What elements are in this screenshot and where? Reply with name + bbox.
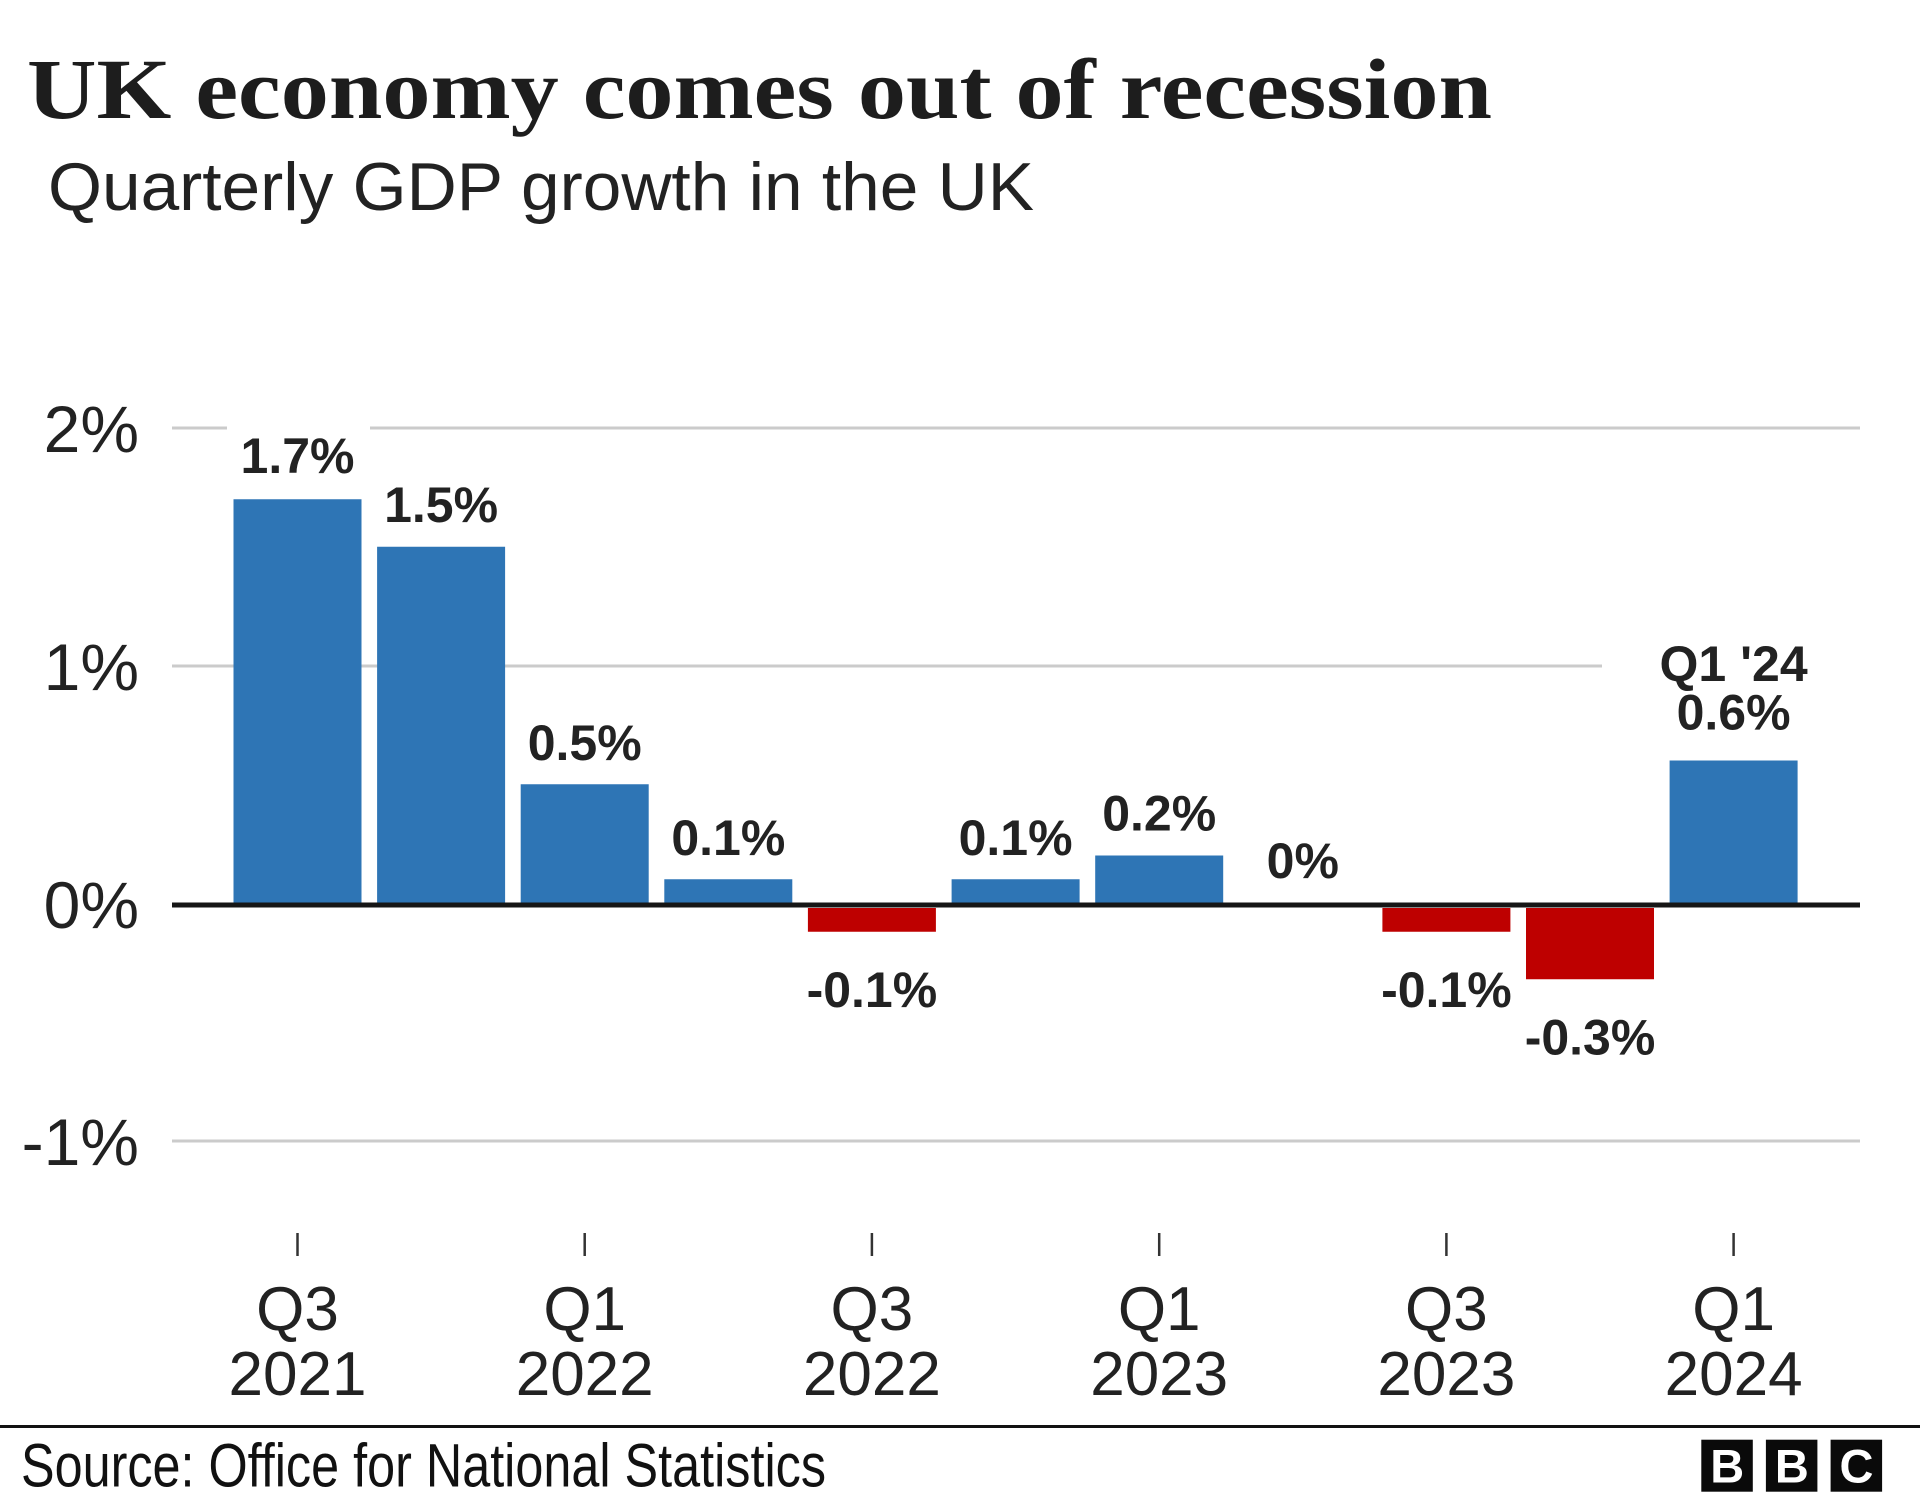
svg-text:B: B xyxy=(1710,1440,1744,1493)
svg-text:B: B xyxy=(1775,1440,1809,1493)
svg-text:0.6%: 0.6% xyxy=(1677,685,1791,741)
svg-text:Q3: Q3 xyxy=(1405,1275,1488,1344)
svg-text:UK economy comes out of recess: UK economy comes out of recession xyxy=(27,41,1492,137)
svg-text:0.1%: 0.1% xyxy=(959,810,1073,866)
svg-text:0.2%: 0.2% xyxy=(1102,786,1216,842)
svg-text:-0.3%: -0.3% xyxy=(1525,1010,1656,1066)
svg-text:Q1: Q1 xyxy=(1692,1275,1775,1344)
svg-text:-0.1%: -0.1% xyxy=(807,962,938,1018)
svg-text:1%: 1% xyxy=(44,630,139,704)
svg-text:Q1: Q1 xyxy=(543,1275,626,1344)
svg-text:Q3: Q3 xyxy=(831,1275,914,1344)
svg-text:2021: 2021 xyxy=(229,1340,367,1409)
svg-text:Quarterly GDP growth in the UK: Quarterly GDP growth in the UK xyxy=(48,149,1034,225)
svg-text:2023: 2023 xyxy=(1090,1340,1228,1409)
svg-text:1.7%: 1.7% xyxy=(241,428,355,484)
svg-text:2%: 2% xyxy=(44,392,139,466)
svg-text:2022: 2022 xyxy=(803,1340,941,1409)
svg-text:2023: 2023 xyxy=(1377,1340,1515,1409)
svg-text:Q1: Q1 xyxy=(1118,1275,1201,1344)
svg-text:Q1 '24: Q1 '24 xyxy=(1660,636,1808,692)
svg-text:0.1%: 0.1% xyxy=(671,810,785,866)
svg-text:0.5%: 0.5% xyxy=(528,715,642,771)
svg-text:0%: 0% xyxy=(44,868,139,942)
svg-text:0%: 0% xyxy=(1267,833,1339,889)
svg-text:-0.1%: -0.1% xyxy=(1381,962,1512,1018)
svg-text:C: C xyxy=(1840,1440,1874,1493)
svg-text:Source: Office for National St: Source: Office for National Statistics xyxy=(21,1432,826,1500)
svg-text:2024: 2024 xyxy=(1665,1340,1803,1409)
svg-text:Q3: Q3 xyxy=(256,1275,339,1344)
svg-text:1.5%: 1.5% xyxy=(384,477,498,533)
svg-text:2022: 2022 xyxy=(516,1340,654,1409)
svg-text:-1%: -1% xyxy=(22,1105,139,1179)
